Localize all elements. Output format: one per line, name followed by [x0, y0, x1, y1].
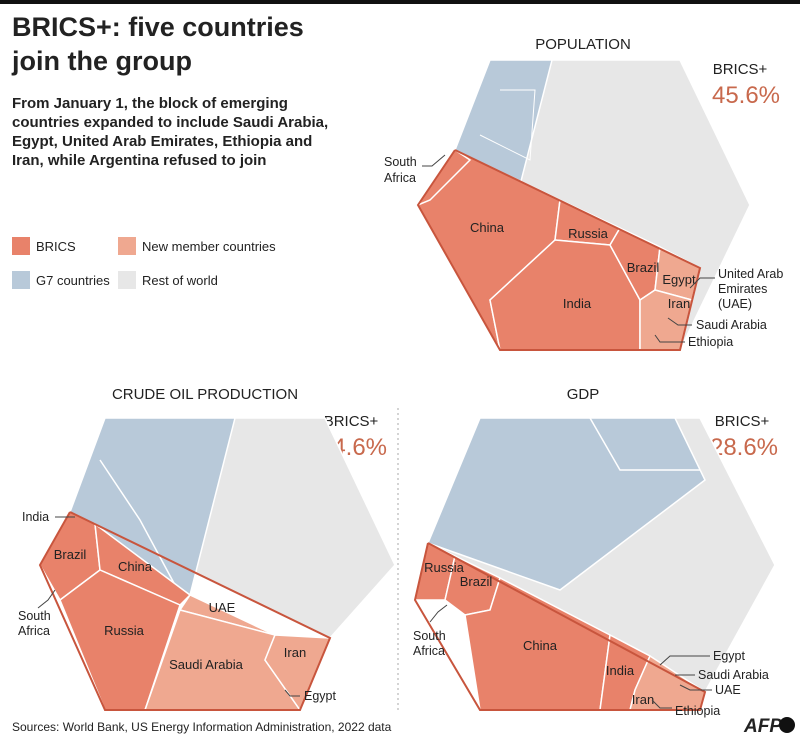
callout-line	[284, 689, 300, 697]
region-label: China	[118, 559, 153, 574]
callout: South	[413, 629, 446, 643]
cell-edge	[589, 417, 700, 471]
legend-label: New member countries	[142, 239, 276, 254]
callout-line	[429, 604, 448, 623]
source: Sources: World Bank, US Energy Informati…	[12, 720, 392, 734]
top-rule	[0, 0, 800, 4]
legend-label: Rest of world	[142, 273, 218, 288]
callout-line	[422, 154, 446, 167]
callout-line	[667, 317, 692, 326]
brics-outline	[38, 511, 332, 711]
title: BRICS+: five countries	[12, 12, 304, 42]
callout: United Arab	[718, 267, 783, 281]
callout: South	[384, 155, 417, 169]
callout: Saudi Arabia	[698, 668, 769, 682]
callout: (UAE)	[718, 297, 752, 311]
cell-edge	[99, 459, 176, 586]
region-label: Russia	[424, 560, 465, 575]
callout: Emirates	[718, 282, 767, 296]
region-label: Iran	[668, 296, 690, 311]
callout-line	[654, 334, 685, 343]
legend-label: BRICS	[36, 239, 76, 254]
region-label: India	[606, 663, 635, 678]
legend-swatch	[118, 237, 136, 255]
brics-share: 28.6%	[710, 434, 778, 461]
subtitle-line: countries expanded to include Saudi Arab…	[12, 114, 328, 131]
callout-line	[689, 277, 715, 289]
callout: Ethiopia	[688, 335, 733, 349]
g7-area	[427, 417, 706, 591]
callout: Egypt	[304, 689, 336, 703]
brics-outline	[413, 542, 707, 711]
logo-mark	[779, 717, 795, 733]
callout: Africa	[384, 171, 416, 185]
panel-title: POPULATION	[535, 36, 631, 53]
region-label: Egypt	[662, 272, 696, 287]
title: join the group	[11, 46, 192, 76]
callout: UAE	[715, 683, 741, 697]
subtitle-line: Egypt, United Arab Emirates, Ethiopia an…	[12, 133, 312, 150]
region-label: Russia	[104, 623, 145, 638]
subtitle: From January 1, the block of emerging co…	[12, 95, 328, 169]
panel-gdp: GDP BRICS+ 28.6% Russia Brazil China Ind…	[413, 386, 778, 718]
region-label: Iran	[632, 692, 654, 707]
legend-swatch	[12, 271, 30, 289]
panel-title: GDP	[567, 386, 600, 403]
logo: AFP	[743, 716, 782, 737]
brics-label: BRICS+	[713, 61, 768, 78]
cell-edge	[479, 89, 536, 161]
brics-label: BRICS+	[324, 413, 379, 430]
callout-line	[37, 589, 56, 609]
panel-oil: CRUDE OIL PRODUCTION BRICS+ 44.6% Brazil…	[18, 386, 396, 712]
legend-swatch	[12, 237, 30, 255]
panel-title: CRUDE OIL PRODUCTION	[112, 386, 298, 403]
subtitle-line: Iran, while Argentina refused to join	[12, 152, 266, 169]
callout: Saudi Arabia	[696, 318, 767, 332]
brics-share: 45.6%	[712, 82, 780, 109]
region-label: India	[563, 296, 592, 311]
legend-swatch	[118, 271, 136, 289]
callout: Africa	[413, 644, 445, 658]
panel-population: POPULATION BRICS+ 45.6% China Russia Ind…	[384, 36, 783, 351]
callout: India	[22, 510, 49, 524]
callout: Africa	[18, 624, 50, 638]
brics-outline	[416, 149, 702, 351]
region-label: Saudi Arabia	[169, 657, 243, 672]
callout-line	[651, 699, 672, 709]
legend: BRICS New member countries G7 countries …	[12, 237, 276, 289]
callout-line	[659, 655, 710, 666]
region-label: Iran	[284, 645, 306, 660]
region-label: Russia	[568, 226, 609, 241]
callout: South	[18, 609, 51, 623]
callout: Egypt	[713, 649, 745, 663]
callout: Ethiopia	[675, 704, 720, 718]
region-label: Brazil	[460, 574, 493, 589]
region-label: Brazil	[54, 547, 87, 562]
region-label: China	[470, 220, 505, 235]
legend-label: G7 countries	[36, 273, 110, 288]
region-label: China	[523, 638, 558, 653]
subtitle-line: From January 1, the block of emerging	[12, 95, 288, 112]
region-label: UAE	[209, 600, 236, 615]
brics-label: BRICS+	[715, 413, 770, 430]
region-label: Brazil	[627, 260, 660, 275]
callout-line	[679, 684, 712, 691]
